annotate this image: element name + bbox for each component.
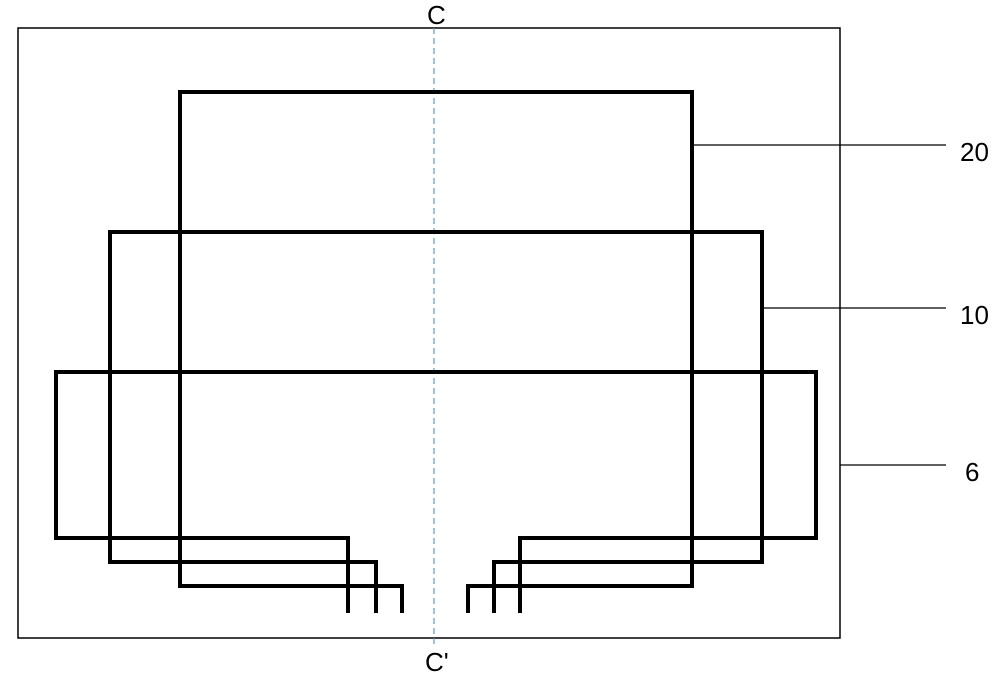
ref-label-20: 20 <box>960 137 989 168</box>
diagram-canvas: C C' 20 10 6 <box>0 0 1000 678</box>
ref-label-6: 6 <box>965 457 979 488</box>
region-6 <box>56 372 816 613</box>
region-10 <box>110 232 762 613</box>
outer-frame <box>18 28 840 638</box>
centerline-label-top: C <box>427 0 446 31</box>
ref-label-10: 10 <box>960 300 989 331</box>
region-20 <box>180 92 692 613</box>
diagram-svg <box>0 0 1000 678</box>
centerline-label-bottom: C' <box>425 647 449 678</box>
